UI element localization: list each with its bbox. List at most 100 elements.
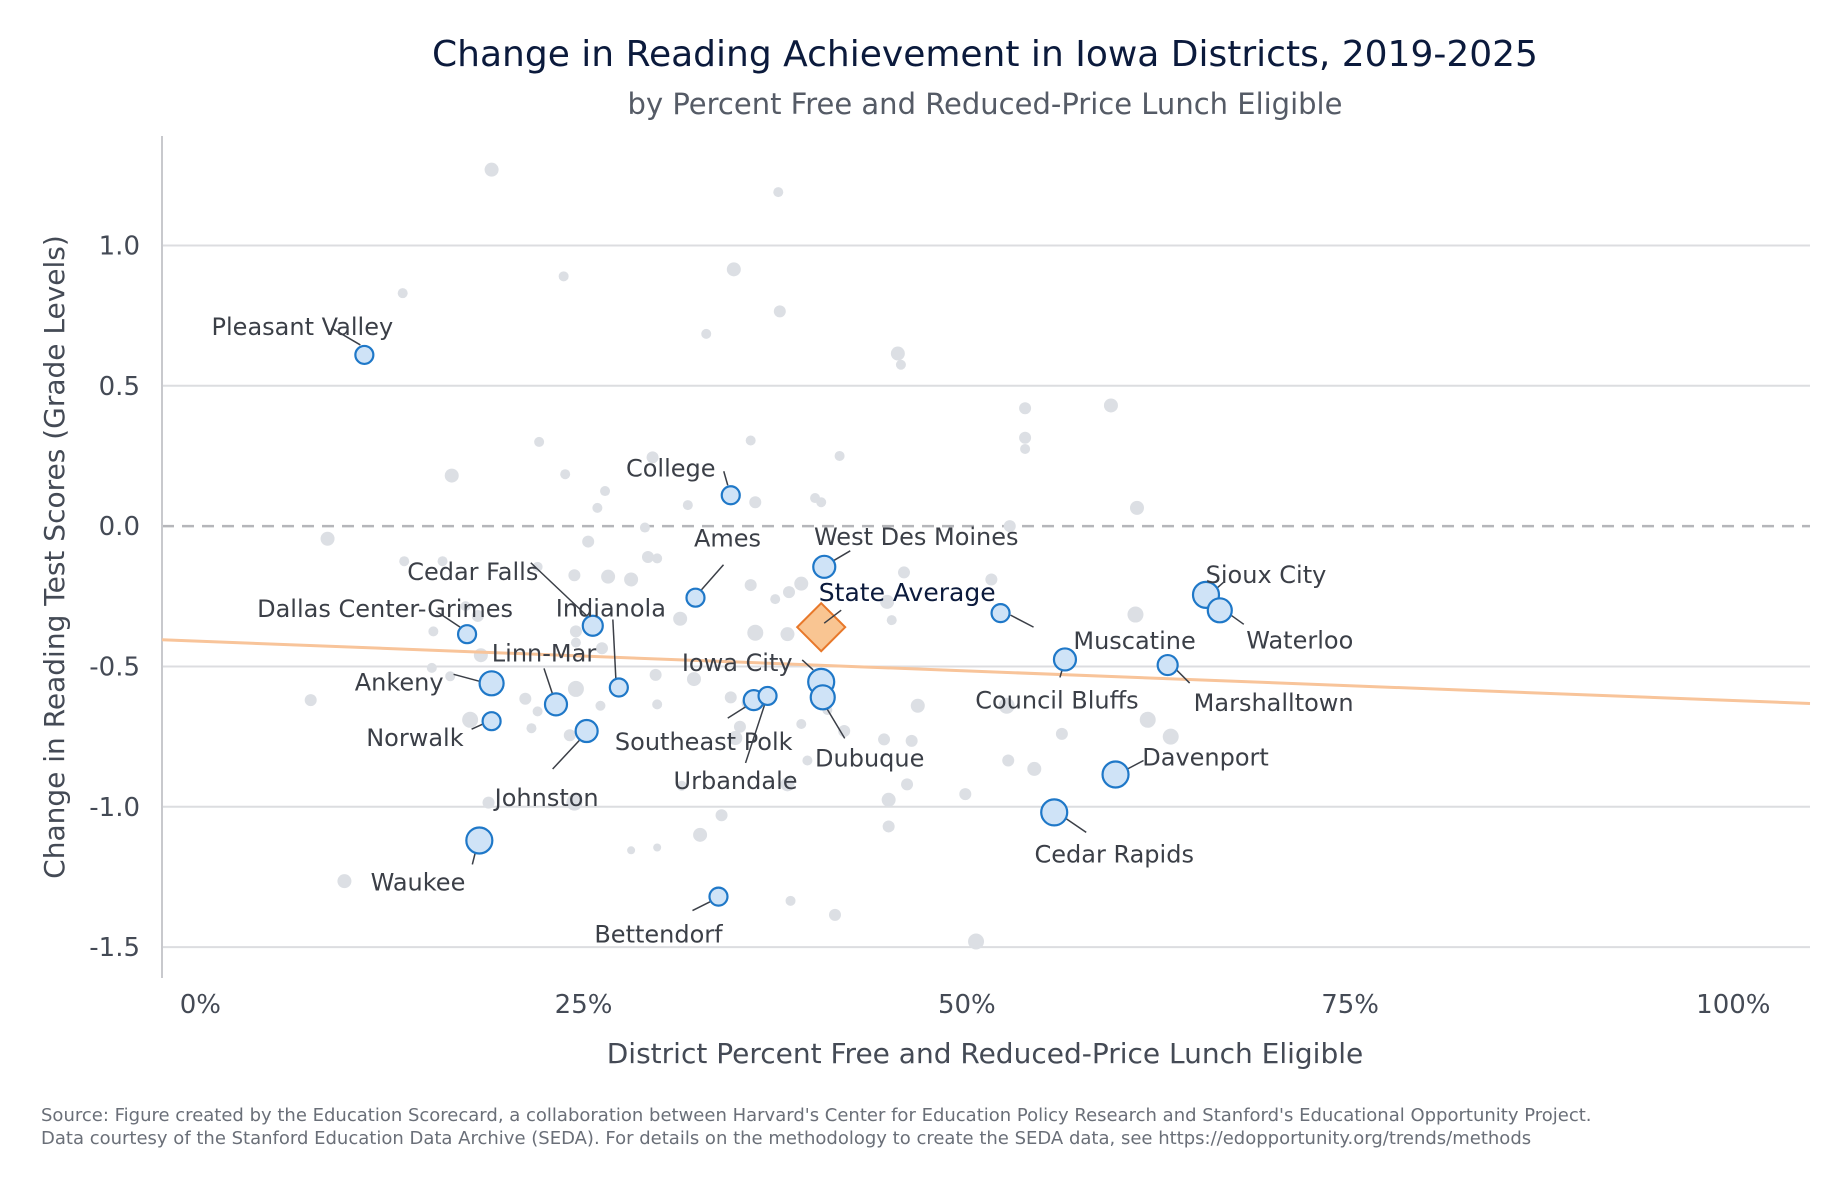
highlighted-district-point — [581, 614, 604, 637]
district-point — [639, 522, 650, 533]
district-point — [816, 497, 827, 508]
district-point — [733, 720, 746, 733]
label-leader — [1010, 614, 1034, 628]
label-leader — [1063, 816, 1087, 834]
district-point — [1127, 606, 1144, 623]
label-leader — [552, 738, 582, 770]
district-point — [624, 572, 639, 587]
district-point — [886, 615, 897, 626]
y-tick-label: -0.5 — [89, 652, 140, 682]
district-label: Pleasant Valley — [212, 313, 394, 341]
district-point — [473, 648, 488, 663]
district-point — [627, 846, 636, 855]
x-tick-label: 75% — [1321, 990, 1379, 1020]
district-point — [563, 729, 576, 742]
district-point — [646, 451, 659, 464]
district-point — [1027, 761, 1042, 776]
label-leader — [826, 707, 846, 739]
highlighted-district-point — [809, 684, 836, 711]
label-leader — [1126, 759, 1144, 771]
district-point — [728, 731, 743, 746]
district-point — [773, 305, 786, 318]
district-point — [445, 671, 456, 682]
district-point — [796, 718, 807, 729]
district-point — [534, 436, 545, 447]
district-point — [998, 697, 1015, 714]
y-tick-labels: 1.0 0.5 0.0 -0.5 -1.0 -1.5 — [89, 231, 140, 963]
y-tick-label: -1.5 — [89, 933, 140, 963]
district-point — [1055, 727, 1068, 740]
district-point — [715, 809, 728, 822]
district-point — [910, 698, 925, 713]
district-point — [968, 933, 985, 950]
y-tick-label: -1.0 — [89, 793, 140, 823]
district-label: Ames — [694, 525, 761, 553]
district-label: Cedar Falls — [407, 558, 538, 586]
district-point — [437, 556, 448, 567]
district-label: Davenport — [1142, 744, 1269, 772]
trend-line — [161, 638, 1811, 706]
highlighted-district-point — [608, 677, 629, 698]
label-leader — [832, 550, 851, 562]
state-average-group: State Average — [795, 578, 996, 653]
district-label: Waterloo — [1246, 626, 1353, 654]
district-point — [304, 694, 317, 707]
district-point — [701, 328, 712, 339]
district-point — [426, 662, 437, 673]
x-axis-title: District Percent Free and Reduced-Price … — [607, 1037, 1364, 1070]
district-point — [428, 626, 439, 637]
y-tick-label: 0.5 — [99, 372, 140, 402]
district-point — [1139, 711, 1156, 728]
label-leader-lines — [330, 327, 1245, 912]
district-point — [460, 601, 471, 612]
district-point — [444, 468, 459, 483]
district-labels: Pleasant Valley College West Des Moines Ame… — [212, 313, 1354, 949]
district-point — [780, 627, 795, 642]
district-point — [959, 788, 972, 801]
district-label: Indianola — [556, 595, 666, 623]
district-point — [1020, 443, 1031, 454]
district-point — [1019, 431, 1032, 444]
district-point — [780, 777, 795, 792]
district-point — [895, 359, 906, 370]
district-label: Bettendorf — [594, 921, 723, 949]
district-label: West Des Moines — [814, 523, 1019, 551]
district-point — [595, 642, 608, 655]
district-point — [749, 496, 762, 509]
district-point — [652, 553, 663, 564]
highlighted-district-point — [574, 718, 599, 744]
highlighted-district-point — [685, 587, 706, 608]
district-point — [686, 672, 701, 687]
district-point — [1003, 520, 1016, 533]
district-point — [566, 794, 583, 811]
label-leader — [330, 327, 361, 346]
label-leader — [744, 704, 766, 764]
district-point — [462, 711, 479, 728]
highlighted-district-point — [481, 711, 502, 732]
label-leader — [1176, 669, 1191, 684]
highlighted-district-point — [465, 826, 494, 855]
district-point — [337, 874, 352, 889]
x-tick-label: 0% — [180, 990, 221, 1020]
highlighted-district-point — [720, 485, 741, 506]
district-point — [570, 637, 581, 648]
district-point — [794, 576, 809, 591]
district-point — [399, 556, 410, 567]
y-axis-title: Change in Reading Test Scores (Grade Lev… — [38, 235, 71, 879]
label-leader — [612, 619, 617, 679]
source-line-1: Source: Figure created by the Education … — [41, 1105, 1592, 1126]
district-point — [828, 908, 841, 921]
highlighted-district-point — [1101, 760, 1130, 789]
state-average-label: State Average — [819, 578, 996, 607]
district-point — [1162, 728, 1179, 745]
district-label: Linn-Mar — [492, 639, 597, 667]
district-point — [569, 625, 582, 638]
district-point — [592, 502, 603, 513]
district-point — [595, 700, 606, 711]
district-point — [881, 792, 896, 807]
label-leader — [453, 673, 480, 683]
label-leader — [435, 610, 461, 628]
district-point — [471, 609, 484, 622]
district-point — [785, 895, 796, 906]
